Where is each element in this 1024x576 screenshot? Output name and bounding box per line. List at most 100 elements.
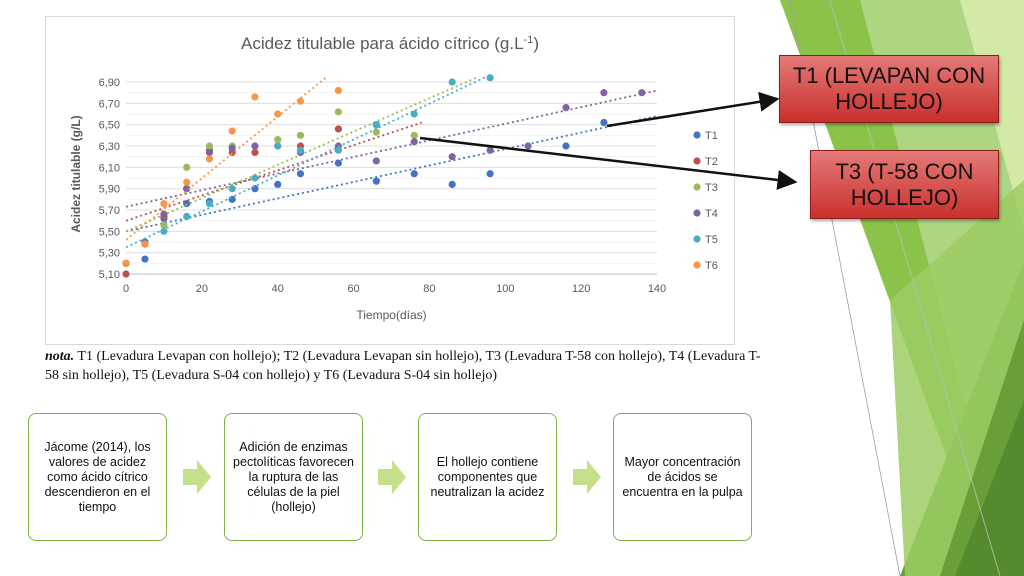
y-axis-label: Acidez titulable (g/L)	[69, 115, 83, 232]
annotation-t1: T1 (LEVAPAN CON HOLLEJO)	[779, 55, 999, 123]
flow-box-3: El hollejo contiene componentes que neut…	[418, 413, 557, 541]
point-t4	[448, 153, 456, 161]
y-tick-label: 6,30	[99, 141, 120, 153]
point-t5	[183, 212, 191, 220]
legend-label-t5: T5	[705, 234, 718, 246]
chart-container: Acidez titulable para ácido cítrico (g.L…	[45, 16, 735, 345]
x-tick-label: 120	[572, 283, 590, 295]
point-t4	[205, 148, 214, 156]
legend-marker-t6	[693, 261, 701, 269]
annotation-t3-text: T3 (T-58 CON HOLLEJO)	[835, 158, 974, 210]
point-t4	[486, 146, 494, 154]
y-tick-label: 5,70	[99, 205, 120, 217]
flow-box-1-text: Jácome (2014), los valores de acidez com…	[44, 439, 151, 514]
trendline-t4	[126, 89, 657, 208]
point-t5	[228, 185, 236, 193]
point-t2	[334, 125, 342, 133]
y-tick-label: 6,50	[99, 120, 120, 132]
chart-plot: Acidez titulable para ácido cítrico (g.L…	[69, 34, 718, 322]
point-t6	[205, 155, 214, 163]
x-tick-label: 100	[496, 283, 514, 295]
point-t1	[334, 159, 342, 167]
point-t5	[372, 121, 380, 129]
point-t5	[160, 227, 168, 235]
point-t4	[372, 157, 380, 165]
point-t3	[372, 128, 380, 136]
point-t4	[524, 142, 532, 150]
legend-label-t2: T2	[705, 156, 718, 168]
point-t5	[410, 110, 418, 118]
flow-box-4-text: Mayor concentración de ácidos se encuent…	[622, 454, 743, 499]
point-t2	[122, 270, 130, 278]
annotation-t1-text: T1 (LEVAPAN CON HOLLEJO)	[792, 63, 986, 114]
y-tick-label: 6,10	[99, 162, 120, 174]
trendline-t5	[126, 75, 487, 249]
point-t4	[600, 89, 608, 97]
trendline-t3	[126, 75, 480, 233]
point-t3	[183, 163, 191, 171]
y-tick-label: 6,70	[99, 98, 120, 110]
x-tick-label: 140	[648, 283, 666, 295]
point-t6	[160, 200, 168, 208]
chart-title: Acidez titulable para ácido cítrico (g.L…	[241, 34, 539, 53]
flow-arrow-1-icon	[183, 460, 211, 494]
point-t1	[141, 255, 149, 263]
flow-box-1: Jácome (2014), los valores de acidez com…	[28, 413, 167, 541]
point-t3	[160, 221, 168, 229]
point-t3	[296, 131, 305, 139]
point-t5	[448, 78, 456, 86]
point-t6	[274, 110, 282, 118]
point-t6	[251, 93, 259, 101]
y-tick-label: 5,50	[99, 226, 120, 238]
x-tick-label: 40	[272, 283, 284, 295]
point-t3	[334, 108, 342, 116]
point-t5	[205, 200, 214, 208]
annotation-t3: T3 (T-58 CON HOLLEJO)	[810, 150, 999, 219]
point-t5	[296, 146, 305, 154]
point-t6	[183, 178, 191, 186]
point-t5	[334, 146, 342, 154]
trendline-t6	[126, 75, 328, 241]
point-t1	[600, 118, 608, 127]
x-tick-label: 20	[196, 283, 208, 295]
point-t1	[228, 195, 236, 203]
point-t1	[274, 180, 282, 188]
point-t2	[251, 148, 259, 156]
point-t5	[251, 174, 259, 182]
point-t1	[296, 170, 305, 178]
note-text: T1 (Levadura Levapan con hollejo); T2 (L…	[45, 349, 761, 383]
point-t1	[251, 185, 259, 193]
legend-label-t3: T3	[705, 182, 718, 194]
y-tick-label: 5,90	[99, 184, 120, 196]
point-t1	[410, 170, 418, 178]
point-t6	[228, 127, 236, 135]
point-t6	[141, 240, 149, 248]
x-axis-label: Tiempo(días)	[356, 308, 426, 322]
legend-marker-t4	[693, 209, 701, 217]
x-tick-label: 60	[347, 283, 359, 295]
legend-marker-t3	[693, 183, 701, 191]
flow-box-2-text: Adición de enzimas pectolíticas favorece…	[233, 439, 354, 514]
x-tick-label: 80	[423, 283, 435, 295]
point-t4	[251, 142, 259, 150]
point-t3	[410, 131, 418, 139]
legend-marker-t5	[693, 235, 701, 243]
point-t4	[638, 89, 646, 97]
point-t1	[562, 142, 570, 150]
point-t4	[183, 185, 191, 193]
trendline-t1	[126, 115, 657, 233]
flow-box-3-text: El hollejo contiene componentes que neut…	[430, 454, 545, 499]
legend-label-t6: T6	[705, 260, 718, 272]
point-t5	[274, 142, 282, 150]
chart-note: nota. T1 (Levadura Levapan con hollejo);…	[45, 347, 765, 385]
flow-box-2: Adición de enzimas pectolíticas favorece…	[224, 413, 363, 541]
y-tick-label: 5,10	[99, 269, 120, 281]
point-t4	[228, 144, 236, 152]
flow-box-4: Mayor concentración de ácidos se encuent…	[613, 413, 752, 541]
point-t6	[296, 97, 305, 105]
trendline-t2	[126, 121, 423, 222]
flow-arrow-3-icon	[573, 460, 601, 494]
point-t6	[122, 259, 130, 267]
legend-marker-t1	[693, 131, 701, 139]
